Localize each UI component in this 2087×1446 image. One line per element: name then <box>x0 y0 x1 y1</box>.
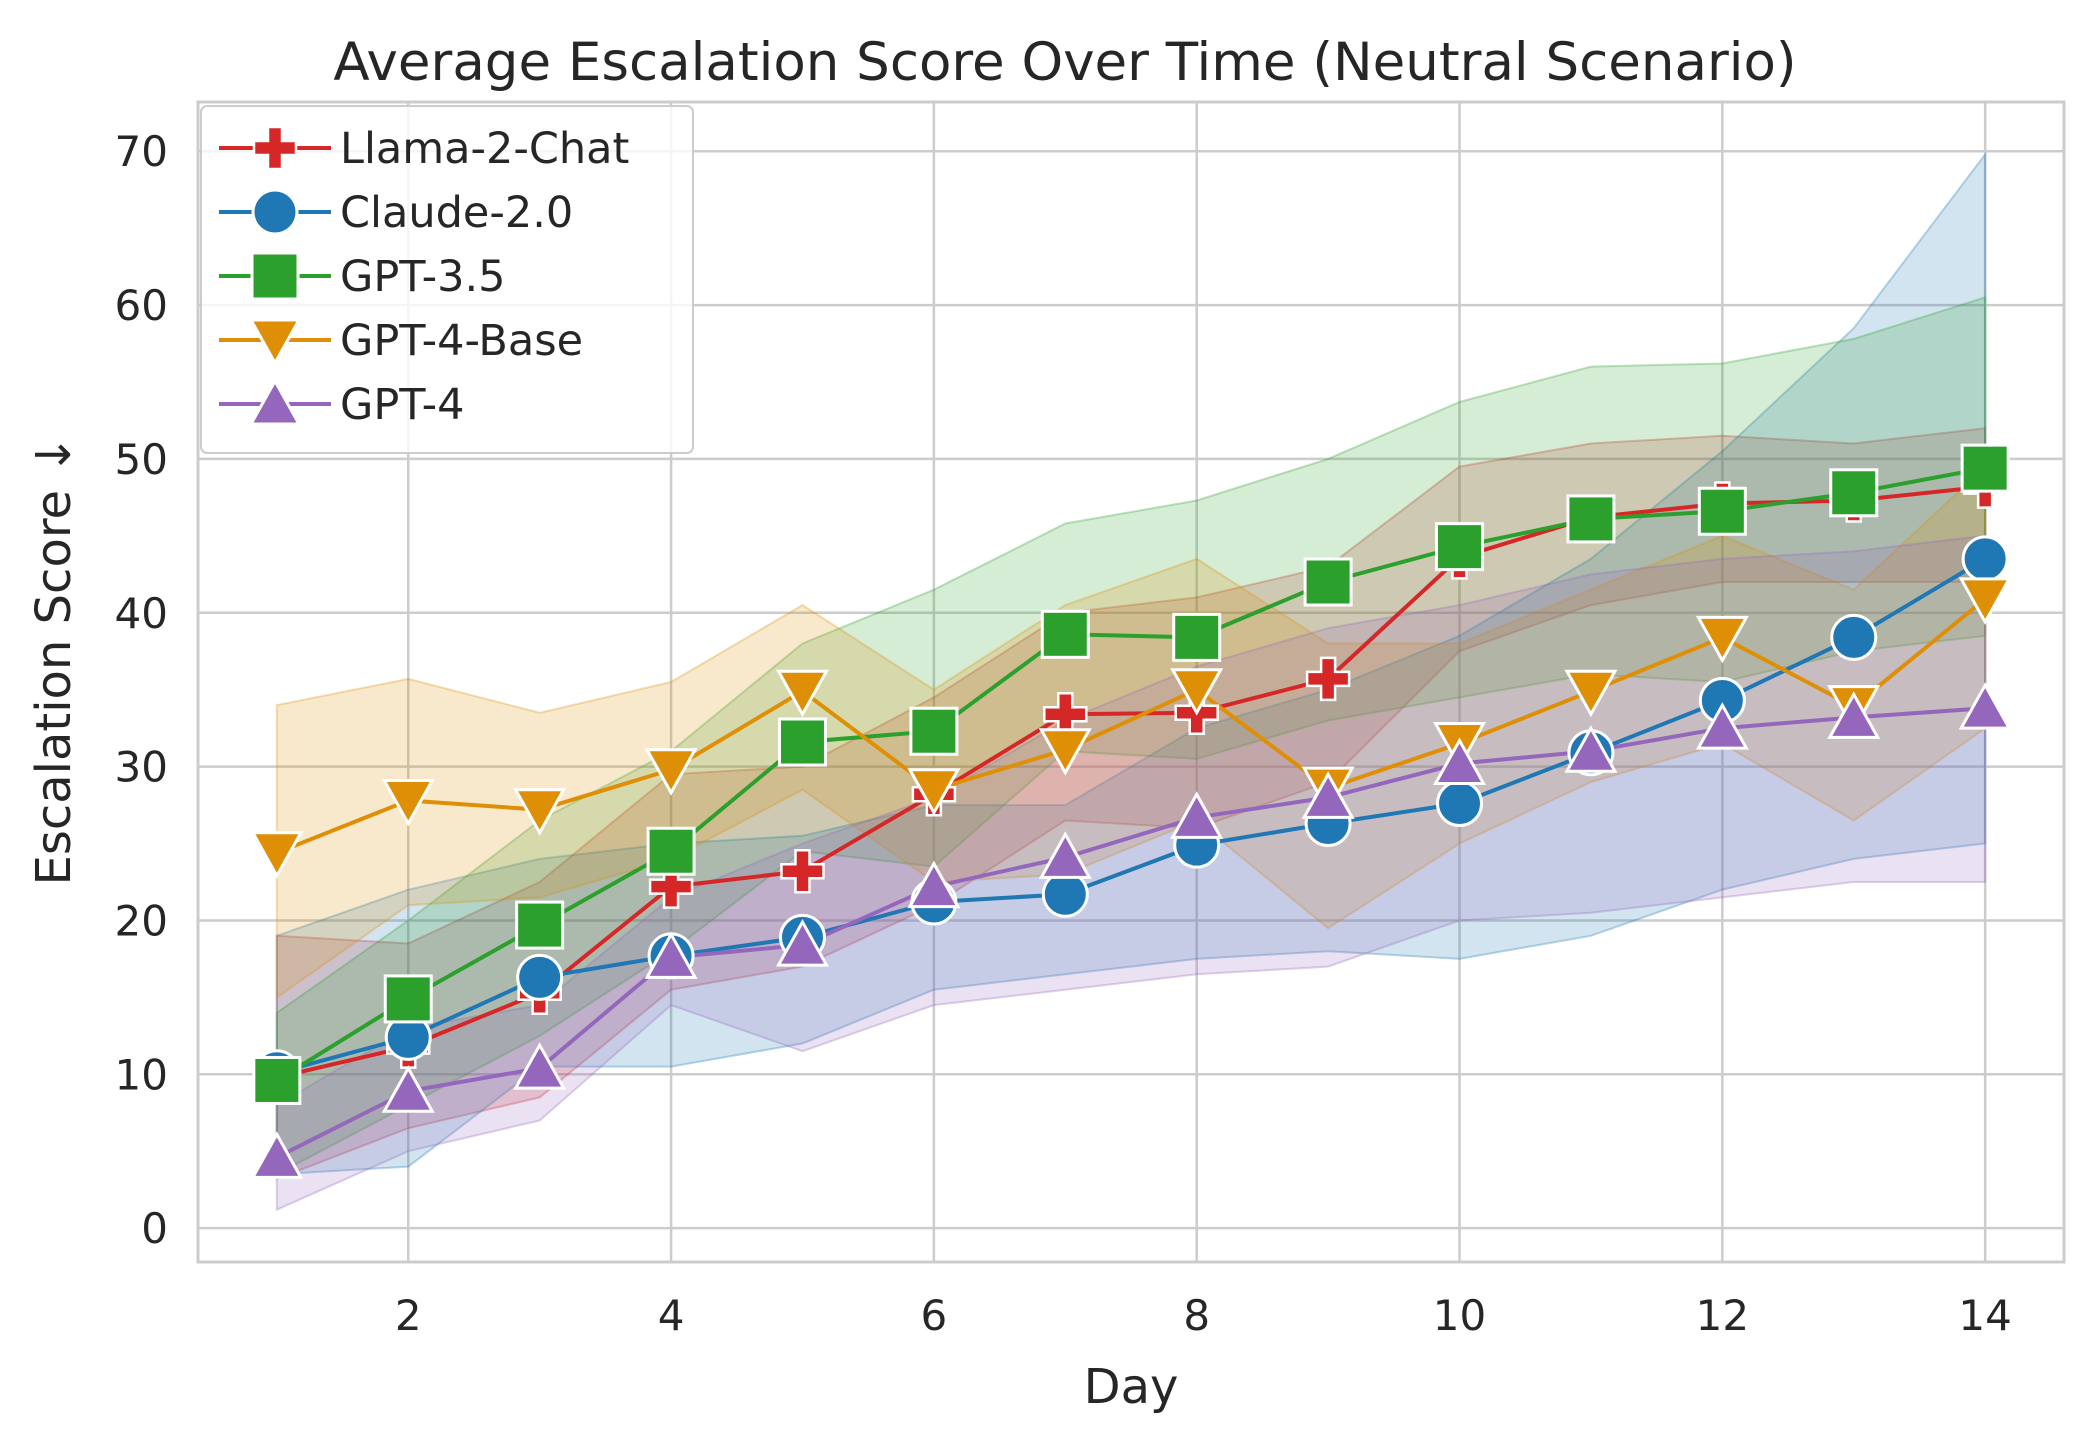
series-markers <box>250 443 2012 1179</box>
x-tick-labels: 2 4 6 8 10 12 14 <box>395 1291 2012 1340</box>
legend-marker-claude-2-0 <box>251 188 299 236</box>
gpt-4-point <box>1564 725 1618 773</box>
gpt-4-base-line <box>276 597 1987 855</box>
gpt-4-point <box>513 1042 567 1090</box>
legend-label-gpt-3-5: GPT-3.5 <box>340 252 505 302</box>
gpt-3-5-point <box>1829 468 1879 518</box>
gpt-4-base-point <box>1038 728 1092 776</box>
claude-2-0-point <box>516 953 564 1001</box>
gpt-3-5-point <box>1960 443 2010 493</box>
gpt-3-5-point <box>1303 557 1353 607</box>
x-axis-label: Day <box>1084 1359 1179 1415</box>
plot-frame <box>196 100 2066 1264</box>
legend-box <box>200 105 694 454</box>
gpt-4-point <box>1170 791 1224 839</box>
y-tick-label: 30 <box>115 743 168 792</box>
gpt-4-base-point <box>907 768 961 816</box>
legend-marker-gpt-3-5 <box>250 251 300 301</box>
gpt-3-5-point <box>515 900 565 950</box>
gpt-4-point <box>1827 691 1881 739</box>
gpt-3-5-point <box>777 717 827 767</box>
claude-2-0-point <box>1436 780 1484 828</box>
gpt-4-base-point <box>1564 669 1618 718</box>
legend-marker-gpt-4 <box>248 377 302 426</box>
gpt-4-base-point <box>775 669 830 718</box>
legend-marker-llama-2-chat <box>252 125 298 171</box>
legend: Llama-2-Chat Claude-2.0 GPT-3.5 GPT-4-Base G… <box>200 105 694 454</box>
legend-label-llama-2-chat: Llama-2-Chat <box>340 124 629 174</box>
legend-label-gpt-4: GPT-4 <box>340 380 464 430</box>
gpt-3-5-point <box>1697 486 1747 536</box>
legend-label-gpt-4-base: GPT-4-Base <box>340 316 583 366</box>
gpt-4-point <box>1301 771 1355 819</box>
y-tick-label: 40 <box>115 589 168 638</box>
gpt-4-base-point <box>1958 577 2012 626</box>
gpt-4-point <box>644 931 698 979</box>
gpt-4-base-point <box>1170 668 1224 716</box>
x-tick-label: 6 <box>921 1291 948 1340</box>
gpt-3-5-ci-band <box>275 296 1987 1176</box>
claude-2-0-point <box>1830 613 1878 661</box>
claude-2-0-point <box>1041 870 1089 918</box>
x-tick-label: 14 <box>1958 1291 2011 1340</box>
y-axis-label: Escalation Score ↓ <box>26 434 82 885</box>
gpt-4-point <box>1038 831 1092 879</box>
gpt-4-base-point <box>381 778 435 827</box>
gpt-4-point <box>1958 682 2012 730</box>
gpt-4-base-point <box>513 788 567 836</box>
gpt-4-point <box>250 1131 304 1179</box>
gpt-4-base-point <box>644 748 698 796</box>
gpt-3-5-point <box>1172 612 1222 662</box>
gpt-4-point <box>381 1065 435 1113</box>
gpt-4-line <box>275 706 1986 1160</box>
gpt-4-point <box>1432 737 1487 786</box>
gpt-3-5-point <box>1566 494 1616 544</box>
x-tick-label: 10 <box>1433 1291 1486 1340</box>
gpt-3-5-point <box>383 974 433 1024</box>
legend-marker-gpt-4-base <box>248 318 302 367</box>
gpt-4-base-point <box>1695 615 1749 664</box>
llama-2-chat-point <box>1305 656 1351 702</box>
gpt-3-5-point <box>909 706 959 756</box>
claude-2-0-point <box>1961 535 2009 583</box>
gpt-3-5-point <box>1040 609 1090 659</box>
gpt-4-base-point <box>250 831 304 879</box>
llama-2-chat-point <box>780 848 825 894</box>
chart-title: Average Escalation Score Over Time (Neut… <box>333 32 1796 93</box>
gpt-3-5-point <box>252 1055 302 1105</box>
gpt-4-point <box>1695 702 1749 750</box>
y-tick-labels: 0 10 20 30 40 50 60 70 <box>115 127 168 1253</box>
gpt-4-point <box>907 860 961 909</box>
gpt-4-point <box>775 918 830 967</box>
y-tick-label: 10 <box>115 1050 168 1099</box>
x-tick-label: 8 <box>1183 1291 1210 1340</box>
x-tick-label: 2 <box>395 1291 422 1340</box>
x-tick-label: 12 <box>1696 1291 1749 1340</box>
gpt-3-5-point <box>1435 522 1485 572</box>
y-tick-label: 70 <box>115 127 168 176</box>
y-tick-label: 20 <box>115 896 168 945</box>
y-tick-label: 50 <box>115 435 168 484</box>
gpt-3-5-point <box>646 826 696 876</box>
y-tick-label: 60 <box>115 281 168 330</box>
legend-label-claude-2-0: Claude-2.0 <box>340 188 573 238</box>
llama-2-chat-point <box>648 864 694 909</box>
x-tick-label: 4 <box>658 1291 685 1340</box>
y-tick-label: 0 <box>141 1204 168 1253</box>
claude-2-0-ci-band <box>275 151 1987 1176</box>
